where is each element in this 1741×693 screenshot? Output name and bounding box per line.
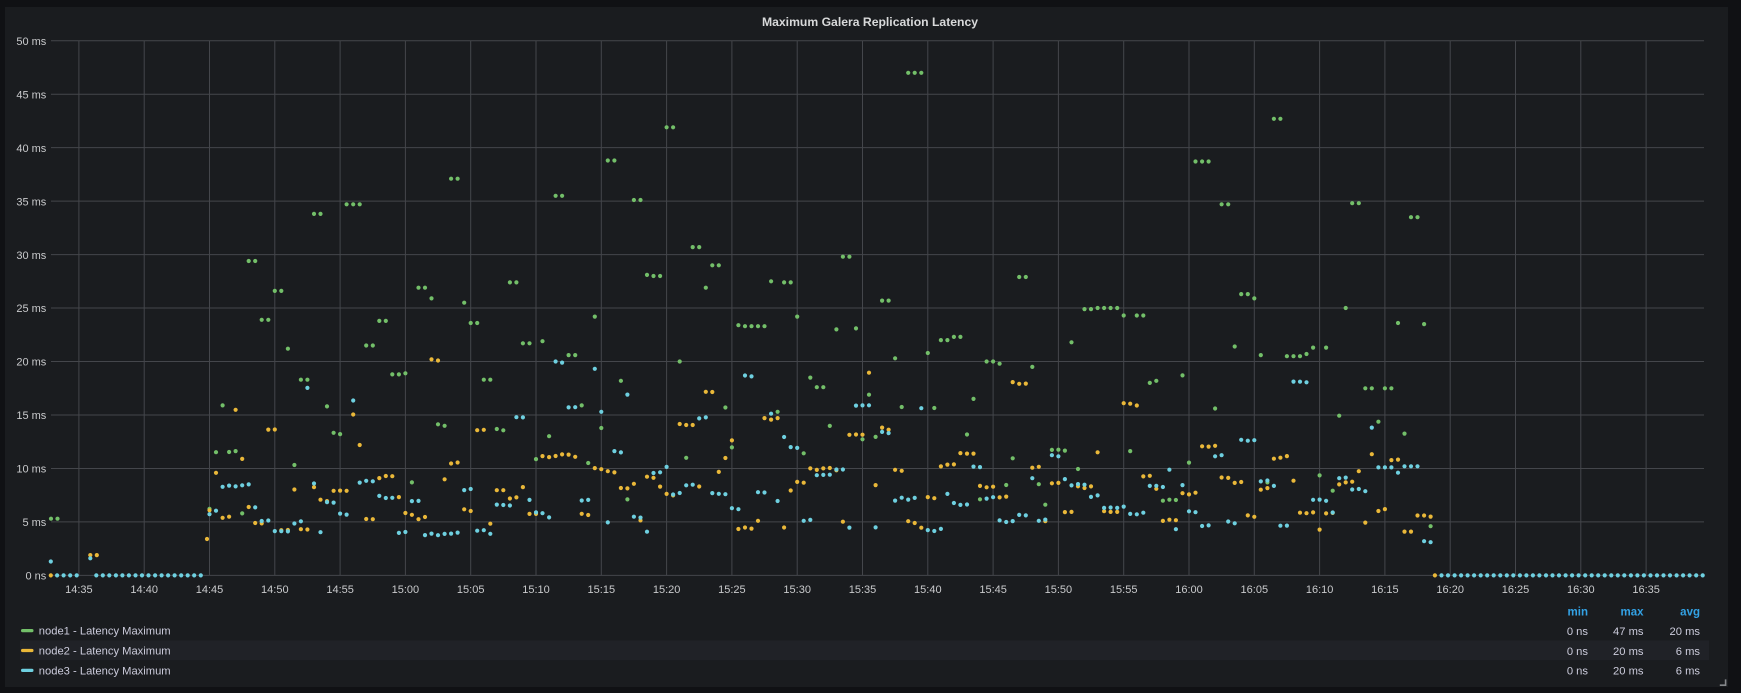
svg-text:14:40: 14:40	[130, 584, 158, 596]
svg-text:15:00: 15:00	[392, 584, 420, 596]
svg-text:15:30: 15:30	[783, 584, 811, 596]
svg-text:16:20: 16:20	[1436, 584, 1464, 596]
svg-text:0 ns: 0 ns	[1567, 666, 1589, 678]
svg-text:25 ms: 25 ms	[16, 303, 46, 315]
svg-text:node3 - Latency Maximum: node3 - Latency Maximum	[39, 665, 171, 677]
svg-text:35 ms: 35 ms	[16, 196, 46, 208]
svg-text:20 ms: 20 ms	[1613, 646, 1644, 658]
svg-text:16:05: 16:05	[1241, 584, 1269, 596]
svg-text:16:15: 16:15	[1371, 584, 1399, 596]
svg-text:20 ms: 20 ms	[1613, 666, 1644, 678]
svg-text:40 ms: 40 ms	[16, 143, 46, 155]
svg-text:14:55: 14:55	[326, 584, 354, 596]
svg-text:max: max	[1620, 606, 1644, 618]
svg-text:6 ms: 6 ms	[1676, 646, 1701, 658]
svg-text:min: min	[1568, 606, 1588, 618]
svg-text:15 ms: 15 ms	[16, 410, 46, 422]
svg-text:16:25: 16:25	[1502, 584, 1530, 596]
svg-text:20 ms: 20 ms	[16, 357, 46, 369]
svg-text:6 ms: 6 ms	[1676, 666, 1701, 678]
svg-text:15:15: 15:15	[588, 584, 616, 596]
svg-text:15:35: 15:35	[849, 584, 877, 596]
svg-text:avg: avg	[1680, 606, 1700, 618]
svg-text:node1 - Latency Maximum: node1 - Latency Maximum	[39, 626, 171, 638]
svg-text:10 ms: 10 ms	[16, 464, 46, 476]
svg-text:15:50: 15:50	[1045, 584, 1073, 596]
svg-text:16:10: 16:10	[1306, 584, 1334, 596]
svg-text:50 ms: 50 ms	[16, 36, 46, 48]
svg-text:0 ns: 0 ns	[1567, 626, 1589, 638]
svg-text:0 ns: 0 ns	[26, 571, 47, 583]
svg-text:45 ms: 45 ms	[16, 89, 46, 101]
svg-text:30 ms: 30 ms	[16, 250, 46, 262]
svg-text:5 ms: 5 ms	[22, 517, 46, 529]
svg-text:15:05: 15:05	[457, 584, 485, 596]
svg-text:20 ms: 20 ms	[1670, 626, 1701, 638]
svg-text:47 ms: 47 ms	[1613, 626, 1644, 638]
svg-text:14:45: 14:45	[196, 584, 224, 596]
svg-text:16:30: 16:30	[1567, 584, 1595, 596]
svg-text:node2 - Latency Maximum: node2 - Latency Maximum	[39, 645, 171, 657]
svg-text:16:00: 16:00	[1175, 584, 1203, 596]
svg-text:15:25: 15:25	[718, 584, 746, 596]
svg-text:Maximum Galera Replication Lat: Maximum Galera Replication Latency	[762, 15, 978, 29]
svg-text:15:55: 15:55	[1110, 584, 1138, 596]
svg-text:16:35: 16:35	[1632, 584, 1660, 596]
svg-text:15:45: 15:45	[979, 584, 1007, 596]
svg-text:15:20: 15:20	[653, 584, 681, 596]
svg-text:15:10: 15:10	[522, 584, 550, 596]
svg-text:0 ns: 0 ns	[1567, 646, 1589, 658]
svg-text:14:50: 14:50	[261, 584, 289, 596]
svg-text:15:40: 15:40	[914, 584, 942, 596]
svg-text:14:35: 14:35	[65, 584, 93, 596]
